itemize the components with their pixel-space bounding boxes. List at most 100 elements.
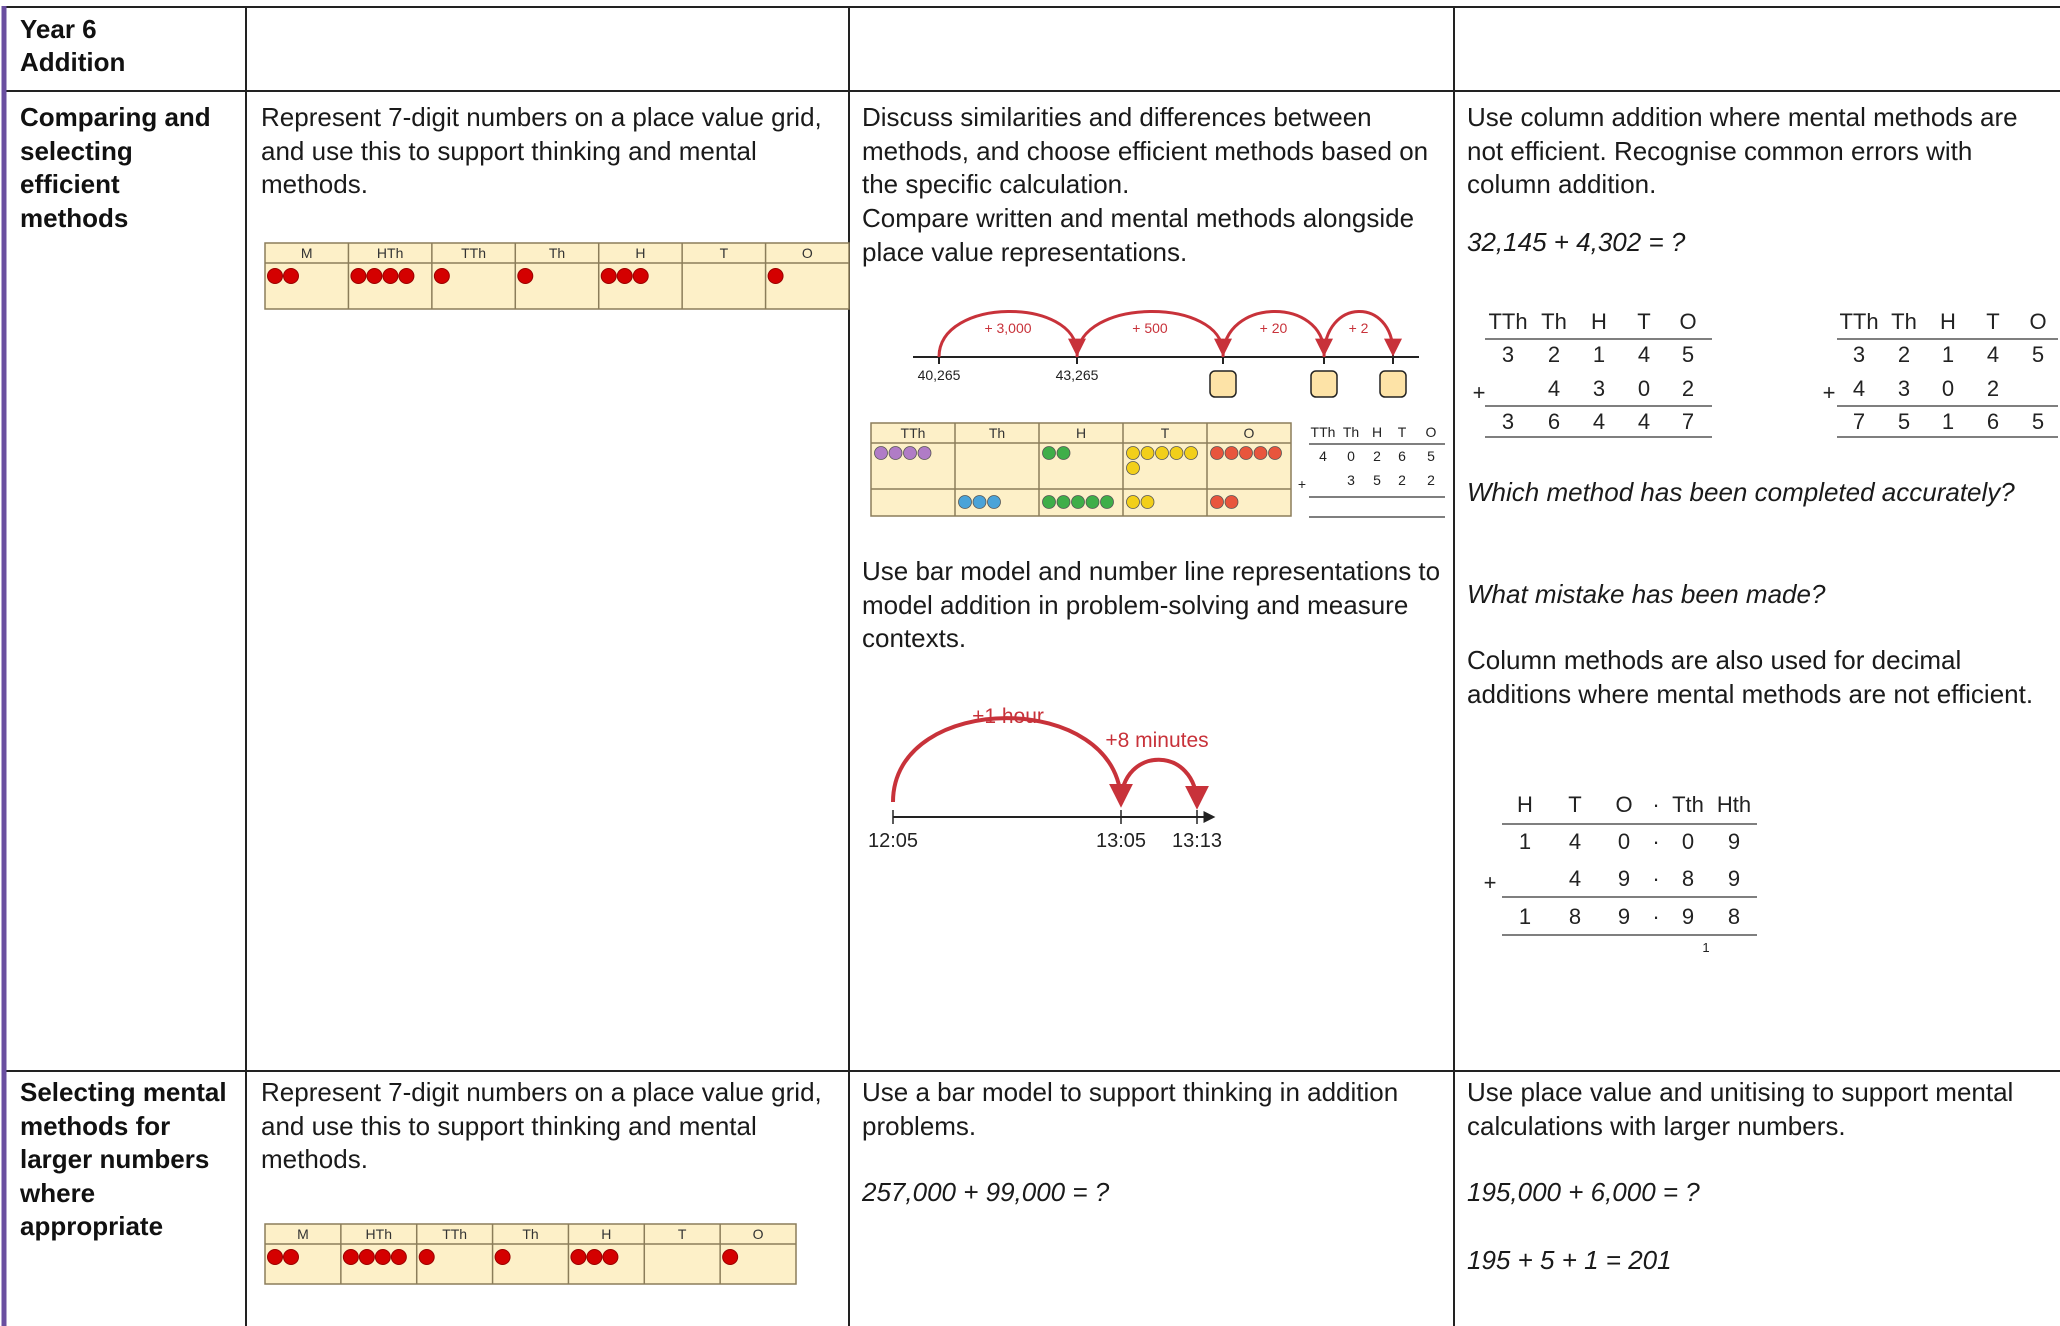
counter [616, 268, 633, 284]
counter [600, 268, 617, 284]
column-header: · [1652, 792, 1659, 817]
counter [1224, 446, 1239, 460]
column-header: T [1986, 309, 1999, 334]
table-header: H [1076, 425, 1086, 441]
digit: 8 [1728, 904, 1740, 929]
counter [283, 1249, 299, 1265]
grid-header: O [753, 1226, 764, 1242]
counter [1210, 495, 1224, 509]
digit: 9 [1682, 904, 1694, 929]
jump-arc [1075, 310, 1232, 358]
column-header: T [1637, 309, 1650, 334]
table-borders [5, 6, 2060, 1326]
grid-header: HTh [366, 1226, 392, 1242]
digit: 2 [1548, 342, 1560, 367]
digit: 6 [1398, 448, 1406, 464]
counter [283, 268, 299, 284]
digit: 1 [1593, 342, 1605, 367]
grid-header: T [678, 1226, 687, 1242]
counter [1239, 446, 1253, 460]
column-header: O [1679, 309, 1696, 334]
digit: 9 [1618, 866, 1630, 891]
counter [722, 1249, 739, 1265]
digit: 4 [1569, 829, 1581, 854]
digit: 2 [1682, 376, 1694, 401]
column-header: T [1398, 424, 1407, 440]
digit: 0 [1638, 376, 1650, 401]
digit: 0 [1347, 448, 1355, 464]
grid-header: M [301, 245, 313, 261]
digit: 3 [1347, 472, 1355, 488]
table-header: T [1161, 425, 1170, 441]
grid-header: Th [549, 245, 565, 261]
column-header: H [1372, 424, 1382, 440]
digit: 8 [1569, 904, 1581, 929]
digit: 4 [1569, 866, 1581, 891]
counter [342, 1249, 359, 1265]
counter [987, 495, 1001, 509]
counter [267, 1249, 283, 1265]
digit: 7 [1853, 409, 1865, 434]
table-header: TTh [901, 425, 926, 441]
cell-text: Use bar model and number line representa… [862, 556, 1441, 653]
counter [1268, 446, 1282, 460]
counter [1184, 446, 1198, 460]
counter [1140, 495, 1155, 509]
header-title: Year 6 [20, 14, 97, 44]
column-header: O [1615, 792, 1632, 817]
cell-text: Represent 7-digit numbers on a place val… [261, 1077, 822, 1174]
counter [358, 1249, 375, 1265]
counter [1253, 446, 1268, 460]
counter [1085, 495, 1100, 509]
counter [917, 446, 932, 460]
grid-header: Th [522, 1226, 538, 1242]
column-header: TTh [1488, 309, 1527, 334]
jump-arc [1119, 757, 1209, 810]
answer-box [1310, 370, 1338, 398]
counter [433, 268, 450, 284]
grid-header: H [601, 1226, 611, 1242]
digit: 9 [1728, 829, 1740, 854]
digit: 3 [1502, 409, 1514, 434]
digit: · [1652, 829, 1659, 854]
column-header: Hth [1717, 792, 1751, 817]
question: 257,000 + 99,000 = ? [862, 1177, 1110, 1207]
time-label: 13:13 [1172, 830, 1222, 852]
digit: 1 [1942, 409, 1954, 434]
digit: 0 [1682, 829, 1694, 854]
time-label: 13:05 [1096, 830, 1146, 852]
digit: 8 [1682, 866, 1694, 891]
jump-arc [1221, 310, 1333, 358]
column-header: O [1426, 424, 1437, 440]
digit: 3 [1593, 376, 1605, 401]
table-header: O [1244, 425, 1255, 441]
question: 195,000 + 6,000 = ? [1467, 1177, 1700, 1207]
table-header: Th [989, 425, 1005, 441]
grid-header: T [720, 245, 729, 261]
number-label: 40,265 [918, 367, 961, 383]
answer-box [1379, 370, 1407, 398]
counter [570, 1249, 587, 1265]
digit: 4 [1548, 376, 1560, 401]
plus-sign: + [1473, 380, 1486, 405]
header-subtitle: Addition [20, 47, 126, 77]
counter [1126, 446, 1140, 460]
grid-header: TTh [442, 1226, 467, 1242]
digit: 4 [1593, 409, 1605, 434]
counter [958, 495, 972, 509]
grid-header: TTh [461, 245, 486, 261]
digit: 9 [1618, 904, 1630, 929]
counter [1042, 446, 1056, 460]
jump-label: +1 hour [972, 705, 1044, 728]
counter [1210, 446, 1224, 460]
counter [350, 268, 367, 284]
cell-text: Represent 7-digit numbers on a place val… [261, 102, 822, 199]
digit: 5 [2032, 409, 2044, 434]
counter [1126, 461, 1140, 475]
jump-label: +8 minutes [1105, 729, 1208, 752]
cell-text: Compare written and mental methods along… [862, 203, 1415, 267]
row-heading: Selecting mental methods for larger numb… [20, 1077, 227, 1241]
counter [398, 268, 415, 284]
digit: 1 [1942, 342, 1954, 367]
